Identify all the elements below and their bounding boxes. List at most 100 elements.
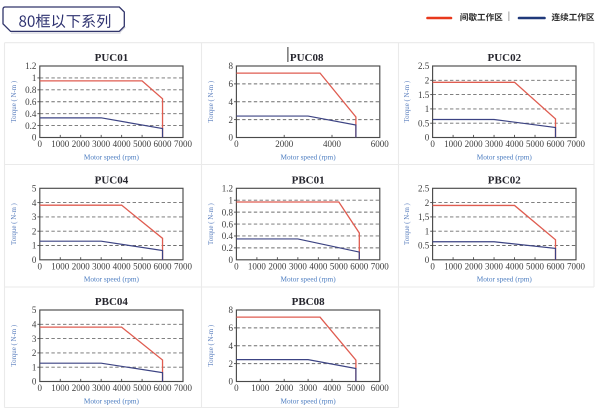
- svg-text:0: 0: [234, 139, 239, 149]
- svg-text:PUC08: PUC08: [290, 52, 324, 64]
- svg-text:0: 0: [425, 133, 430, 143]
- svg-text:Motor speed (rpm): Motor speed (rpm): [477, 275, 533, 284]
- svg-text:Torque ( N-m ): Torque ( N-m ): [11, 325, 18, 367]
- svg-text:3000: 3000: [289, 261, 308, 271]
- svg-text:PBC04: PBC04: [95, 296, 129, 308]
- svg-text:1000: 1000: [444, 261, 463, 271]
- svg-text:3000: 3000: [299, 383, 318, 393]
- svg-text:3: 3: [32, 334, 37, 344]
- svg-text:Motor speed (rpm): Motor speed (rpm): [84, 275, 140, 284]
- svg-text:0: 0: [229, 377, 234, 387]
- svg-text:2000: 2000: [465, 139, 484, 149]
- svg-text:Motor speed (rpm): Motor speed (rpm): [477, 152, 533, 161]
- svg-text:6000: 6000: [547, 139, 566, 149]
- svg-text:2: 2: [32, 226, 37, 236]
- svg-text:PBC02: PBC02: [488, 174, 522, 186]
- svg-text:2.5: 2.5: [418, 184, 430, 194]
- svg-text:1.5: 1.5: [418, 90, 430, 100]
- svg-text:2000: 2000: [465, 261, 484, 271]
- svg-text:7000: 7000: [567, 261, 586, 271]
- svg-text:4000: 4000: [113, 383, 132, 393]
- svg-text:1000: 1000: [248, 261, 267, 271]
- svg-text:0: 0: [425, 255, 430, 265]
- svg-text:4: 4: [32, 198, 37, 208]
- svg-text:0.5: 0.5: [418, 241, 430, 251]
- svg-text:0: 0: [38, 383, 43, 393]
- svg-text:1000: 1000: [444, 139, 463, 149]
- svg-text:2000: 2000: [72, 383, 91, 393]
- svg-text:2000: 2000: [72, 261, 91, 271]
- svg-text:2000: 2000: [275, 383, 294, 393]
- svg-text:0.8: 0.8: [222, 207, 234, 217]
- svg-text:0: 0: [234, 383, 239, 393]
- svg-text:1.2: 1.2: [25, 61, 36, 71]
- svg-text:1000: 1000: [51, 139, 70, 149]
- svg-text:Torque ( N-m ): Torque ( N-m ): [11, 81, 18, 123]
- svg-text:3000: 3000: [92, 139, 111, 149]
- svg-text:3000: 3000: [485, 261, 504, 271]
- svg-text:3000: 3000: [92, 261, 111, 271]
- svg-text:0: 0: [430, 139, 435, 149]
- svg-text:0: 0: [32, 133, 37, 143]
- svg-text:PBC08: PBC08: [292, 296, 326, 308]
- svg-text:0: 0: [229, 133, 234, 143]
- svg-text:PUC01: PUC01: [95, 52, 129, 64]
- svg-text:Motor speed (rpm): Motor speed (rpm): [84, 152, 140, 161]
- svg-text:6000: 6000: [371, 139, 390, 149]
- svg-text:6000: 6000: [547, 261, 566, 271]
- svg-text:5000: 5000: [526, 139, 545, 149]
- svg-text:6: 6: [229, 79, 234, 89]
- svg-text:0: 0: [234, 261, 239, 271]
- svg-text:PUC04: PUC04: [95, 174, 129, 186]
- svg-text:0.2: 0.2: [25, 121, 36, 131]
- svg-text:6: 6: [229, 323, 234, 333]
- svg-text:5000: 5000: [133, 383, 152, 393]
- svg-text:7000: 7000: [174, 139, 193, 149]
- svg-text:5000: 5000: [526, 261, 545, 271]
- svg-text:PBC01: PBC01: [292, 174, 325, 186]
- svg-text:6000: 6000: [154, 383, 173, 393]
- svg-text:2000: 2000: [268, 261, 287, 271]
- svg-text:5: 5: [32, 305, 37, 315]
- svg-text:7000: 7000: [174, 383, 193, 393]
- svg-text:1: 1: [32, 241, 37, 251]
- svg-text:1000: 1000: [51, 383, 70, 393]
- svg-text:Torque ( N-m ): Torque ( N-m ): [208, 81, 215, 123]
- svg-text:2: 2: [32, 348, 37, 358]
- svg-text:2000: 2000: [275, 139, 294, 149]
- svg-text:4: 4: [229, 341, 234, 351]
- svg-text:5000: 5000: [133, 139, 152, 149]
- svg-text:6000: 6000: [154, 139, 173, 149]
- svg-text:Torque ( N-m ): Torque ( N-m ): [404, 203, 411, 245]
- svg-text:4000: 4000: [323, 139, 342, 149]
- svg-text:5000: 5000: [347, 383, 366, 393]
- svg-text:2.5: 2.5: [418, 61, 430, 71]
- svg-text:5000: 5000: [133, 261, 152, 271]
- svg-text:7000: 7000: [371, 261, 390, 271]
- svg-text:0.8: 0.8: [25, 85, 37, 95]
- svg-text:0: 0: [38, 139, 43, 149]
- svg-text:0: 0: [430, 261, 435, 271]
- svg-text:4000: 4000: [309, 261, 328, 271]
- svg-text:6000: 6000: [371, 383, 390, 393]
- svg-text:2: 2: [425, 198, 430, 208]
- svg-text:5: 5: [32, 184, 37, 194]
- svg-text:6000: 6000: [154, 261, 173, 271]
- svg-text:0: 0: [32, 255, 37, 265]
- svg-text:1: 1: [32, 73, 37, 83]
- svg-text:Motor speed (rpm): Motor speed (rpm): [281, 275, 337, 284]
- svg-text:3: 3: [32, 212, 37, 222]
- svg-text:8: 8: [229, 61, 234, 71]
- svg-text:8: 8: [229, 305, 234, 315]
- svg-text:2: 2: [229, 115, 234, 125]
- svg-text:0.6: 0.6: [222, 219, 234, 229]
- svg-text:4: 4: [32, 320, 37, 330]
- svg-text:0: 0: [38, 261, 43, 271]
- svg-text:1: 1: [229, 195, 234, 205]
- svg-text:7000: 7000: [567, 139, 586, 149]
- svg-text:Motor speed (rpm): Motor speed (rpm): [281, 152, 337, 161]
- svg-text:Torque ( N-m ): Torque ( N-m ): [404, 81, 411, 123]
- svg-text:7000: 7000: [174, 261, 193, 271]
- svg-text:0.5: 0.5: [418, 118, 430, 128]
- svg-text:Torque ( N-m ): Torque ( N-m ): [11, 203, 18, 245]
